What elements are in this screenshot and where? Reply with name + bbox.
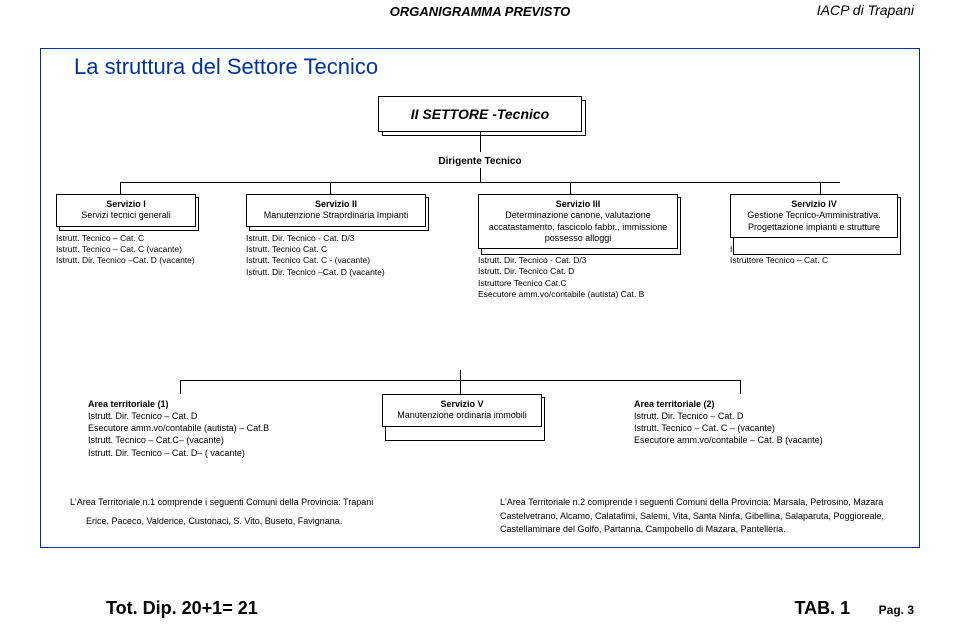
tab-label: TAB. 1 [795, 598, 851, 618]
list-item: Istrutt. Tecnico – Cat. C (vacante) [56, 244, 206, 255]
list-item: Istrutt. Dir. Tecnico – Cat. D [634, 410, 894, 422]
connector [480, 168, 481, 182]
connector [120, 182, 840, 183]
connector [180, 380, 181, 394]
list-item: Istrutt. Tecnico – Cat. C – (vacante) [634, 422, 894, 434]
settore-box: II SETTORE -Tecnico [378, 96, 582, 132]
list-item: Istrutt. Tecnico Cat. C - (vacante) [246, 255, 436, 266]
service-3-block: Servizio III Determinazione canone, valu… [478, 194, 688, 301]
list-item: Istrutt. Dir. Tecnico –Cat. D (vacante) [246, 267, 436, 278]
list-item: Istrutt. Tecnico Cat. C [246, 244, 436, 255]
service-1-block: Servizio I Servizi tecnici generali Istr… [56, 194, 206, 267]
service-1-list: Istrutt. Tecnico – Cat. C Istrutt. Tecni… [56, 233, 206, 267]
area-1-title: Area territoriale (1) [88, 398, 318, 410]
total-dip: Tot. Dip. 20+1= 21 [106, 598, 258, 619]
dirigente-label: Dirigente Tecnico [438, 156, 521, 167]
service-2-title: Servizio II [253, 199, 419, 210]
list-item: Istrutt. Dir. Tecnico - Cat. D/3 [478, 255, 688, 266]
list-item: Istrutt. Tecnico – Cat. C [56, 233, 206, 244]
list-item: Istrutt. Dir. Tecnico – Cat. D [88, 410, 318, 422]
list-item: Istrutt. Tecnico – Cat.C– (vacante) [88, 434, 318, 446]
area-2-block: Area territoriale (2) Istrutt. Dir. Tecn… [634, 398, 894, 447]
service-1-subtitle: Servizi tecnici generali [63, 210, 189, 221]
list-item: Esecutore amm.vo/contabile (autista) – C… [88, 422, 318, 434]
footer-left-2: Erice, Paceco, Valderice, Custonaci, S. … [86, 515, 486, 528]
service-4-title: Servizio IV [737, 199, 891, 210]
service-1-title: Servizio I [63, 199, 189, 210]
service-5-title: Servizio V [389, 399, 535, 410]
connector [330, 182, 331, 194]
header-right: IACP di Trapani [817, 2, 914, 18]
list-item: Istruttore Tecnico Cat.C [478, 278, 688, 289]
list-item: Istrutt. Dir. Tecnico Cat. D [478, 266, 688, 277]
settore-label: II SETTORE -Tecnico [411, 106, 549, 122]
connector [740, 380, 741, 394]
connector [820, 182, 821, 194]
service-2-subtitle: Manutenzione Straordinaria Impianti [253, 210, 419, 221]
page-title: La struttura del Settore Tecnico [74, 54, 378, 80]
connector [570, 182, 571, 194]
list-item: Esecutore amm.vo/contabile (autista) Cat… [478, 289, 688, 300]
service-3-title: Servizio III [485, 199, 671, 210]
service-4-block: Servizio IV Gestione Tecnico-Amministrat… [730, 194, 910, 267]
footer-left-1: L'Area Territoriale n.1 comprende i segu… [70, 496, 470, 509]
list-item: Esecutore amm.vo/contabile – Cat. B (vac… [634, 434, 894, 446]
service-2-list: Istrutt. Dir. Tecnico - Cat. D/3 Istrutt… [246, 233, 436, 279]
connector [480, 132, 481, 152]
service-2-block: Servizio II Manutenzione Straordinaria I… [246, 194, 436, 278]
header-center: ORGANIGRAMMA PREVISTO [390, 4, 571, 19]
page-number: Pag. 3 [879, 603, 914, 617]
list-item: Istrutt. Dir. Tecnico – Cat. D– ( vacant… [88, 447, 318, 459]
service-4-subtitle: Gestione Tecnico-Amministrativa. Progett… [737, 210, 891, 233]
service-3-subtitle: Determinazione canone, valutazione accat… [485, 210, 671, 244]
service-5-block: Servizio V Manutenzione ordinaria immobi… [382, 394, 552, 427]
footer-right-2: Castelvetrano, Alcamo, Calatafimi, Salem… [500, 510, 940, 535]
footer-right-1: L'Area Territoriale n.2 comprende i segu… [500, 496, 940, 509]
area-1-block: Area territoriale (1) Istrutt. Dir. Tecn… [88, 398, 318, 459]
connector [460, 370, 461, 394]
list-item: Istrutt. Dir. Tecnico –Cat. D (vacante) [56, 255, 206, 266]
list-item: Istrutt. Dir. Tecnico - Cat. D/3 [246, 233, 436, 244]
list-item: Istruttore Tecnico – Cat. C [730, 255, 910, 266]
service-5-subtitle: Manutenzione ordinaria immobili [389, 410, 535, 421]
area-2-title: Area territoriale (2) [634, 398, 894, 410]
connector [120, 182, 121, 194]
service-3-list: Istrutt. Dir. Tecnico - Cat. D/3 Istrutt… [478, 255, 688, 301]
